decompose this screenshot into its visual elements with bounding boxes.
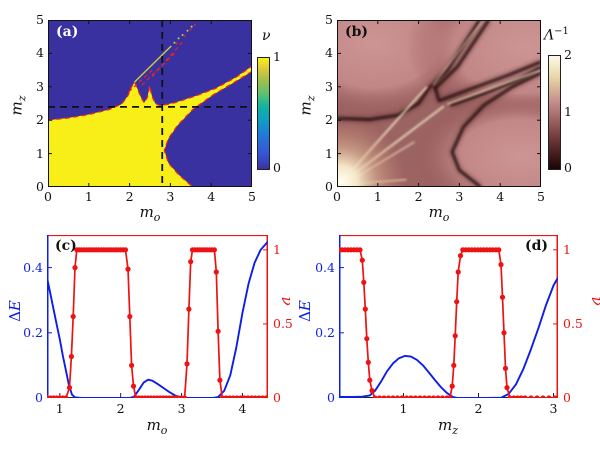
panel-b-xlabel: mo <box>428 203 450 224</box>
tick-label: 0 <box>273 390 281 405</box>
tick-label: 3 <box>177 401 186 416</box>
tick-label: 2 <box>116 401 125 416</box>
tick-label: 5 <box>325 12 333 27</box>
panel-d-label: (d) <box>524 238 548 254</box>
tick-label: 1 <box>399 401 408 416</box>
tick-label: 1 <box>564 103 572 119</box>
tick-label: 1 <box>55 401 64 416</box>
tick-label: 3 <box>549 401 558 416</box>
tick-label: 2 <box>564 47 572 62</box>
gap-invariant-plot-c <box>47 235 268 398</box>
tick-label: 1 <box>563 241 571 257</box>
tick-label: 0 <box>564 160 572 175</box>
line-panel-c: (c) <box>47 235 268 398</box>
tick-label: 4 <box>238 401 247 416</box>
panel-b-label: (b) <box>345 24 369 40</box>
tick-label: 3 <box>36 78 44 94</box>
tick-label: 0 <box>333 189 341 204</box>
panel-d-right-ylabel: ν <box>588 286 600 316</box>
tick-label: 3 <box>166 189 175 204</box>
tick-label: 1 <box>273 241 281 257</box>
line-panel-d: (d) <box>339 235 558 398</box>
panel-c-label: (c) <box>55 238 77 254</box>
tick-label: 2 <box>414 189 423 204</box>
tick-label: 0 <box>273 160 281 175</box>
tick-label: 2 <box>36 112 44 128</box>
colorbar-b <box>548 55 561 170</box>
panel-a-xlabel: mo <box>139 203 161 224</box>
tick-label: 0 <box>35 390 43 405</box>
tick-label: 1 <box>273 49 281 64</box>
tick-label: 2 <box>125 189 134 204</box>
tick-label: 4 <box>496 189 505 204</box>
tick-label: 3 <box>455 189 464 204</box>
tick-label: 1 <box>373 189 382 204</box>
tick-label: 0 <box>325 179 333 194</box>
tick-label: 0 <box>44 189 52 204</box>
tick-label: 2 <box>474 401 483 416</box>
tick-label: 4 <box>207 189 216 204</box>
tick-label: 0.2 <box>23 324 43 340</box>
tick-label: 4 <box>36 45 44 61</box>
heatmap-panel-a: (a) <box>48 20 252 187</box>
localization-map-b <box>337 20 541 187</box>
tick-label: 5 <box>248 189 256 204</box>
tick-label: 0 <box>563 390 571 405</box>
tick-label: 0.5 <box>563 315 583 331</box>
tick-label: 5 <box>537 189 545 204</box>
tick-label: 0.5 <box>273 315 293 331</box>
tick-label: 0 <box>327 390 335 405</box>
tick-label: 0.4 <box>23 259 43 275</box>
panel-c-xlabel: mo <box>146 416 168 437</box>
tick-label: 0.4 <box>315 259 335 275</box>
tick-label: 4 <box>325 45 333 61</box>
heatmap-panel-b: (b) <box>337 20 541 187</box>
tick-label: 3 <box>325 78 333 94</box>
colorbar-b-label: Λ−1 <box>544 26 569 44</box>
colorbar-a <box>257 57 270 170</box>
tick-label: 2 <box>325 112 333 128</box>
phase-diagram-a <box>48 20 252 187</box>
panel-d-xlabel: mz <box>437 416 459 437</box>
tick-label: 0.2 <box>315 324 335 340</box>
tick-label: 0 <box>36 179 44 194</box>
panel-c-right-ylabel: ν <box>278 296 296 306</box>
panel-a-label: (a) <box>56 24 79 40</box>
tick-label: 1 <box>325 145 333 161</box>
tick-label: 1 <box>84 189 93 204</box>
tick-label: 1 <box>36 145 44 161</box>
tick-label: 5 <box>36 12 44 27</box>
gap-invariant-plot-d <box>339 235 558 398</box>
colorbar-a-label: ν <box>262 28 271 44</box>
